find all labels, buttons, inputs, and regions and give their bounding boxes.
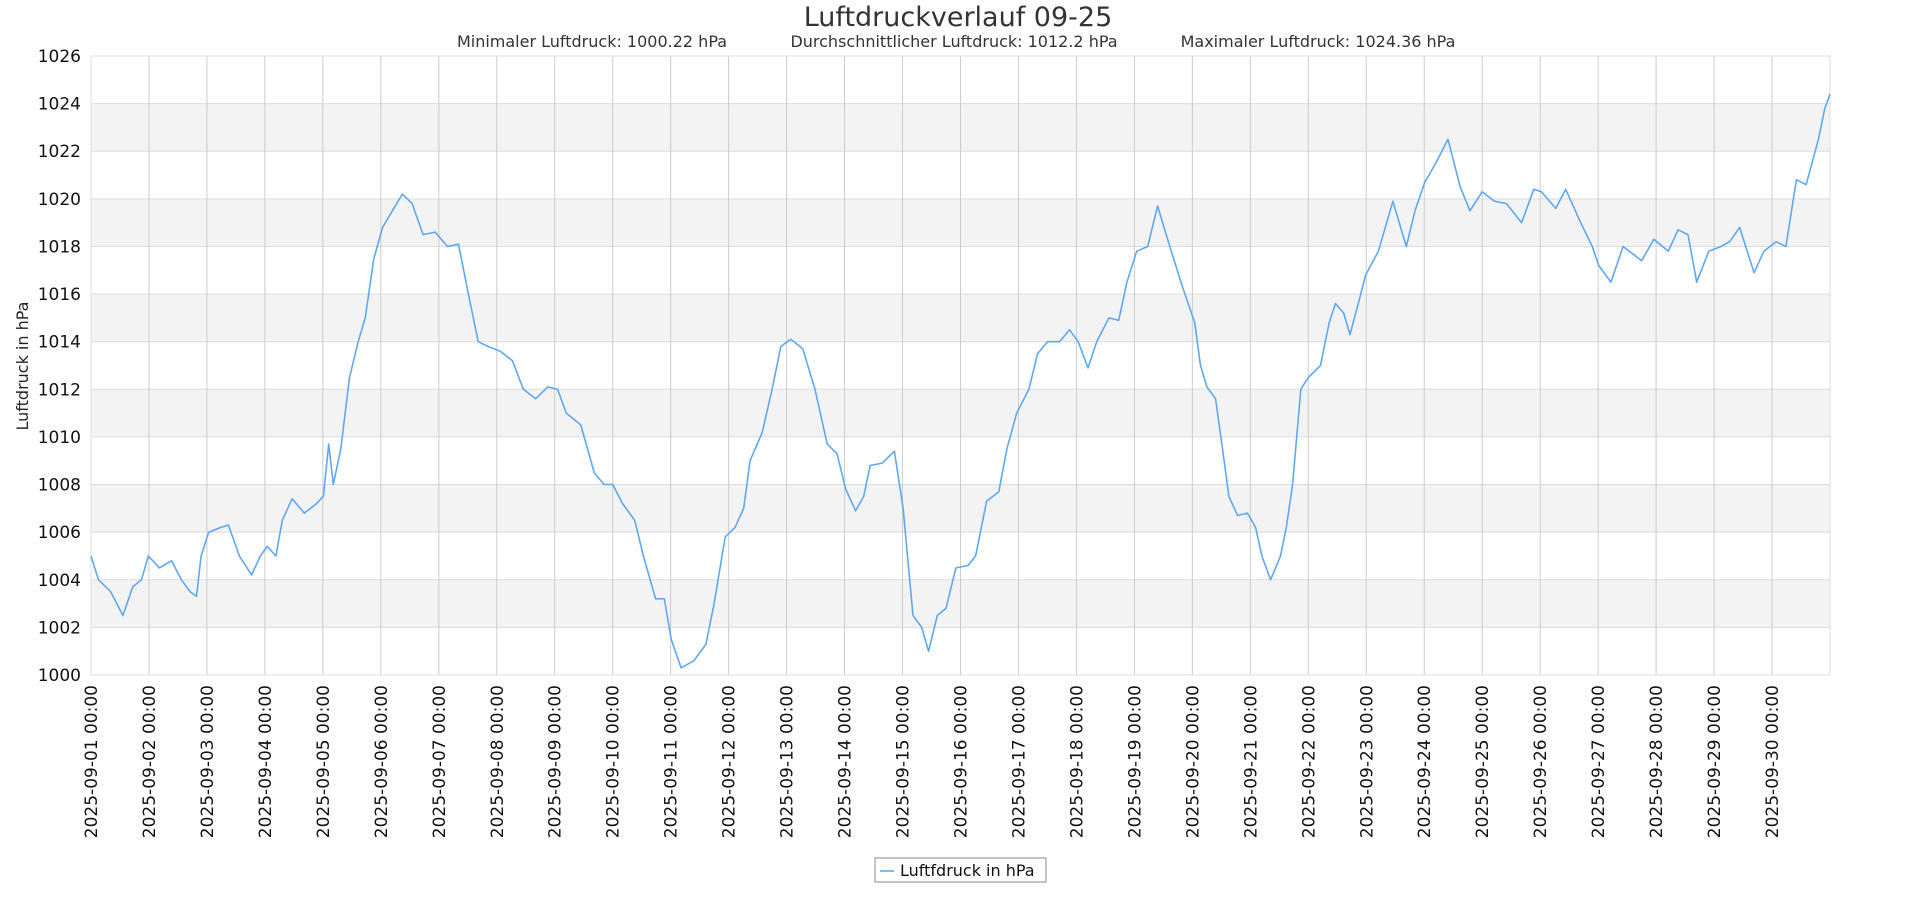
x-tick-label: 2025-09-01 00:00 xyxy=(82,685,102,838)
y-axis-title: Luftdruck in hPa xyxy=(13,302,32,431)
x-tick-label: 2025-09-10 00:00 xyxy=(604,685,624,838)
y-tick-label: 1014 xyxy=(38,333,81,353)
y-tick-label: 1002 xyxy=(38,618,81,638)
y-tick-label: 1020 xyxy=(38,190,81,210)
y-tick-label: 1022 xyxy=(38,142,81,162)
x-tick-label: 2025-09-23 00:00 xyxy=(1357,685,1377,838)
x-tick-label: 2025-09-08 00:00 xyxy=(488,685,508,838)
x-tick-label: 2025-09-30 00:00 xyxy=(1763,685,1783,838)
y-tick-label: 1006 xyxy=(38,523,81,543)
x-tick-label: 2025-09-28 00:00 xyxy=(1647,685,1667,838)
legend-box xyxy=(874,857,1047,883)
chart-subtitle-min: Minimaler Luftdruck: 1000.22 hPa xyxy=(457,32,727,51)
legend-label: Luftfdruck in hPa xyxy=(900,861,1035,880)
x-tick-label: 2025-09-14 00:00 xyxy=(836,685,856,838)
x-tick-label: 2025-09-15 00:00 xyxy=(894,685,914,838)
x-tick-label: 2025-09-11 00:00 xyxy=(662,685,682,838)
x-tick-label: 2025-09-02 00:00 xyxy=(140,685,160,838)
x-tick-label: 2025-09-18 00:00 xyxy=(1067,685,1087,838)
chart-subtitle-avg: Durchschnittlicher Luftdruck: 1012.2 hPa xyxy=(790,32,1117,51)
x-tick-label: 2025-09-29 00:00 xyxy=(1705,685,1725,838)
x-tick-label: 2025-09-03 00:00 xyxy=(198,685,218,838)
x-axis-ticks: 2025-09-01 00:00 2025-09-02 00:00 2025-09-… xyxy=(82,685,1783,838)
x-tick-label: 2025-09-21 00:00 xyxy=(1241,685,1261,838)
chart-title: Luftdruckverlauf 09-25 xyxy=(804,2,1113,33)
vertical-gridlines xyxy=(148,56,1773,675)
x-tick-label: 2025-09-09 00:00 xyxy=(546,685,566,838)
y-tick-label: 1016 xyxy=(38,285,81,305)
x-tick-label: 2025-09-12 00:00 xyxy=(720,685,740,838)
x-tick-label: 2025-09-16 00:00 xyxy=(952,685,972,838)
y-axis-ticks: 1000 1002 1004 1006 1008 1010 1012 1014 1016 1018… xyxy=(38,47,81,686)
x-tick-label: 2025-09-22 00:00 xyxy=(1299,685,1319,838)
x-tick-label: 2025-09-25 00:00 xyxy=(1473,685,1493,838)
x-tick-label: 2025-09-05 00:00 xyxy=(314,685,334,838)
x-tick-label: 2025-09-07 00:00 xyxy=(430,685,450,838)
y-tick-label: 1012 xyxy=(38,380,81,400)
x-tick-label: 2025-09-19 00:00 xyxy=(1125,685,1145,838)
y-tick-label: 1004 xyxy=(38,571,81,591)
y-tick-label: 1026 xyxy=(38,47,81,67)
x-tick-label: 2025-09-20 00:00 xyxy=(1183,685,1203,838)
x-tick-label: 2025-09-24 00:00 xyxy=(1415,685,1435,838)
x-tick-label: 2025-09-04 00:00 xyxy=(256,685,276,838)
x-tick-label: 2025-09-13 00:00 xyxy=(778,685,798,838)
series-line-luftdruck xyxy=(90,93,1831,669)
chart-subtitle-max: Maximaler Luftdruck: 1024.36 hPa xyxy=(1181,32,1456,51)
y-tick-label: 1010 xyxy=(38,428,81,448)
x-tick-label: 2025-09-06 00:00 xyxy=(372,685,392,838)
x-tick-label: 2025-09-17 00:00 xyxy=(1009,685,1029,838)
y-tick-label: 1024 xyxy=(38,95,81,115)
plot-border xyxy=(90,55,1831,676)
x-tick-label: 2025-09-26 00:00 xyxy=(1531,685,1551,838)
y-tick-label: 1000 xyxy=(38,666,81,686)
x-tick-label: 2025-09-27 00:00 xyxy=(1589,685,1609,838)
y-tick-label: 1008 xyxy=(38,476,81,496)
y-tick-label: 1018 xyxy=(38,237,81,257)
legend: Luftfdruck in hPa xyxy=(874,857,1047,883)
